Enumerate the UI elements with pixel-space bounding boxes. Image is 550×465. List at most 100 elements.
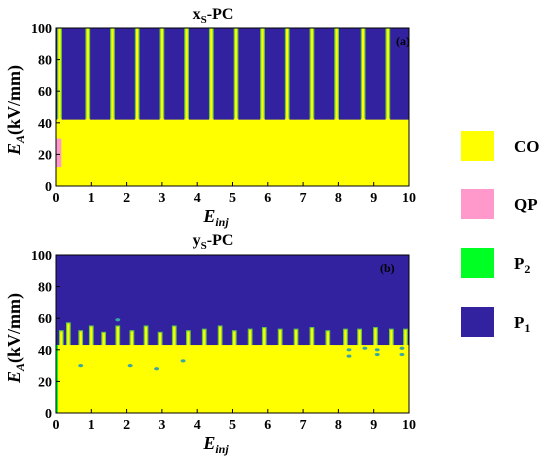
panel-a-stripe-0 xyxy=(57,27,62,123)
panel-a-x-tick-label-2: 2 xyxy=(123,191,130,206)
panel-a-x-tick-label-3: 3 xyxy=(158,191,165,206)
panel-b-x-tick-label-1: 1 xyxy=(88,418,95,433)
panel-b-y-tick-label-2: 40 xyxy=(38,344,52,359)
panel-b-dot-3 xyxy=(154,367,160,371)
legend-label-co: CO xyxy=(514,137,540,156)
panel-a-x-tick-label-0: 0 xyxy=(53,191,60,206)
panel-a-stripe-7 xyxy=(233,27,239,123)
panel-b-x-tick-label-6: 6 xyxy=(264,418,271,433)
panel-b-spike-1 xyxy=(65,322,71,348)
panel-b-dot-0 xyxy=(78,364,84,368)
panel-b-x-ticks: 0 1 2 3 4 5 6 7 8 9 10 xyxy=(53,409,416,433)
panel-a-y-axis-label: EA(kV/mm) xyxy=(4,65,27,156)
legend-swatch-p1 xyxy=(461,307,494,337)
panel-a-y-tick-label-4: 80 xyxy=(38,54,52,69)
panel-a-y-ticks: 0 20 40 60 80 100 xyxy=(31,22,60,195)
panel-a-y-tick-label-3: 60 xyxy=(38,85,52,100)
panel-b-dot-6 xyxy=(346,354,352,358)
panel-b-spike-4 xyxy=(101,331,107,348)
panel-a-y-tick-label-1: 20 xyxy=(38,148,52,163)
panel-b-x-tick-label-3: 3 xyxy=(158,418,165,433)
panel-a-boundary-bump-12 xyxy=(360,118,366,124)
panel-b-spike-12 xyxy=(217,325,223,348)
panel-a: xS-PC (a) 0 1 2 3 4 5 6 7 8 9 10 0 20 40 60 80 100 Einj… xyxy=(4,6,416,229)
panel-a-y-tick-label-0: 0 xyxy=(45,180,52,195)
panel-a-stripe-1 xyxy=(85,27,91,123)
panel-a-x-ticks: 0 1 2 3 4 5 6 7 8 9 10 xyxy=(53,182,416,206)
panel-a-stripe-5 xyxy=(184,27,189,123)
panel-a-x-tick-label-7: 7 xyxy=(300,191,307,206)
panel-b-y-ticks: 0 20 40 60 80 100 xyxy=(31,249,60,422)
panel-b-spike-16 xyxy=(277,328,283,348)
panel-a-label: (a) xyxy=(396,34,410,48)
panel-b-dot-4 xyxy=(180,359,186,363)
panel-b-label: (b) xyxy=(380,261,395,275)
panel-a-stripe-9 xyxy=(284,27,290,123)
panel-b-x-tick-label-0: 0 xyxy=(53,418,60,433)
panel-a-stripe-8 xyxy=(260,27,265,123)
panel-a-boundary-bump-10 xyxy=(309,118,315,124)
panel-b-spike-24 xyxy=(403,328,408,348)
panel-b-spike-5 xyxy=(115,325,121,348)
panel-a-boundary-bump-1 xyxy=(85,118,91,124)
panel-b-left-edge-band xyxy=(56,345,58,413)
panel-a-stripe-3 xyxy=(134,27,140,123)
panel-a-boundary-bump-8 xyxy=(260,118,266,124)
legend-swatch-p2 xyxy=(461,248,494,278)
legend-label-p2: P2 xyxy=(514,254,530,276)
legend-label-qp: QP xyxy=(514,195,538,214)
legend: CO QP P2 P1 xyxy=(461,131,540,337)
panel-b-spike-11 xyxy=(201,328,207,348)
panel-b-x-tick-label-10: 10 xyxy=(402,418,416,433)
panel-b-y-tick-label-4: 80 xyxy=(38,281,52,296)
panel-a-boundary-bump-11 xyxy=(334,118,340,124)
panel-a-title: xS-PC xyxy=(193,6,234,26)
panel-b-spike-13 xyxy=(231,330,237,348)
panel-a-boundary-bump-0 xyxy=(57,118,63,124)
panel-b-y-tick-label-0: 0 xyxy=(45,407,52,422)
panel-b-dot-10 xyxy=(399,352,405,357)
panel-b-dot-2 xyxy=(127,364,133,368)
panel-a-x-tick-label-6: 6 xyxy=(264,191,271,206)
panel-b-y-tick-label-1: 20 xyxy=(38,375,52,390)
panel-a-boundary-bump-13 xyxy=(385,118,391,124)
panel-b-spike-22 xyxy=(373,327,378,348)
panel-b-dot-8 xyxy=(374,352,380,357)
panel-b-spike-21 xyxy=(357,328,362,348)
panel-b-region-co-0 xyxy=(56,345,409,413)
panel-b-x-tick-label-5: 5 xyxy=(229,418,236,433)
panel-b-spike-7 xyxy=(143,325,149,348)
panel-b: yS-PC (b) 0 1 2 3 4 5 6 7 8 9 10 0 20 40 60 80 100 Einj… xyxy=(4,232,416,456)
panel-a-stripe-6 xyxy=(208,27,214,123)
panel-a-boundary-bump-5 xyxy=(184,118,190,124)
panel-a-boundary-bump-4 xyxy=(159,118,165,124)
legend-swatch-qp xyxy=(461,189,494,219)
panel-b-dot-1 xyxy=(115,318,121,322)
panel-b-dot-11 xyxy=(399,346,405,350)
panel-b-spike-17 xyxy=(293,328,299,348)
panel-b-x-tick-label-7: 7 xyxy=(300,418,307,433)
panel-b-dot-5 xyxy=(346,348,352,352)
panel-b-x-tick-label-9: 9 xyxy=(370,418,377,433)
legend-swatch-co xyxy=(461,131,494,161)
panel-a-stripe-13 xyxy=(385,27,391,123)
panel-a-region-co-0 xyxy=(56,119,409,186)
panel-b-x-tick-label-2: 2 xyxy=(123,418,130,433)
panel-a-boundary-bump-2 xyxy=(109,118,115,124)
panel-a-x-tick-label-9: 9 xyxy=(370,191,377,206)
panel-a-stripe-2 xyxy=(110,27,115,123)
panel-b-dot-9 xyxy=(374,348,380,352)
panel-b-spike-23 xyxy=(388,328,394,348)
panel-a-plot-area xyxy=(55,27,410,187)
panel-a-y-tick-label-2: 40 xyxy=(38,117,52,132)
panel-a-x-tick-label-4: 4 xyxy=(194,191,201,206)
panel-b-spike-2 xyxy=(78,330,84,348)
panel-b-spike-14 xyxy=(247,328,253,348)
panel-b-spike-10 xyxy=(186,330,191,348)
panel-a-x-tick-label-1: 1 xyxy=(88,191,95,206)
panel-b-title: yS-PC xyxy=(193,232,234,252)
panel-b-y-axis-label: EA(kV/mm) xyxy=(4,293,27,384)
panel-a-x-tick-label-5: 5 xyxy=(229,191,236,206)
panel-a-stripe-11 xyxy=(334,27,339,123)
